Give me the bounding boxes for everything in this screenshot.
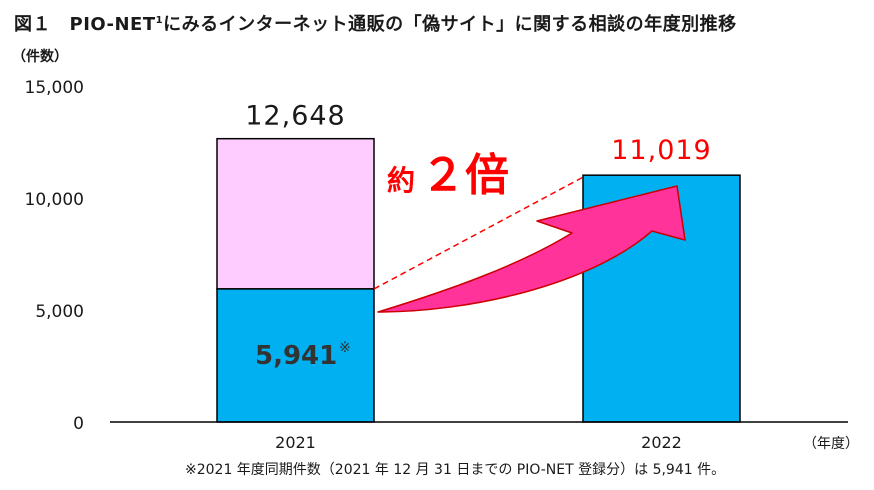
total-label-2021: 12,648	[245, 101, 345, 132]
y-tick-label: 15,000	[25, 78, 84, 98]
growth-arrow	[377, 185, 686, 313]
title-text-start: PIO-NET	[69, 14, 156, 35]
y-tick-label: 10,000	[25, 190, 84, 210]
bar-2021-upper-segment	[216, 137, 375, 290]
footnote: ※2021 年度同期件数（2021 年 12 月 31 日までの PIO-NET…	[185, 462, 726, 478]
chart-title: 図１ PIO-NET1にみるインターネット通販の「偽サイト」に関する相談の年度別…	[14, 10, 737, 36]
title-text-end: にみるインターネット通販の「偽サイト」に関する相談の年度別推移	[163, 14, 737, 35]
annotation-prefix: 約	[387, 164, 415, 197]
annotation-main: ２倍	[421, 150, 509, 201]
segment-footnote-mark: ※	[339, 340, 351, 356]
x-tick-label: 2021	[275, 433, 316, 452]
segment-label-2021: 5,941	[255, 341, 337, 371]
y-axis-unit: （件数）	[12, 49, 68, 65]
x-axis-unit: （年度）	[803, 436, 859, 452]
y-tick-label: 5,000	[35, 302, 84, 322]
x-tick-label: 2022	[641, 433, 682, 452]
figure-number: 図１	[14, 14, 51, 35]
title-superscript: 1	[155, 15, 164, 26]
y-tick-label: 0	[73, 414, 84, 434]
total-label-2022: 11,019	[611, 135, 711, 166]
